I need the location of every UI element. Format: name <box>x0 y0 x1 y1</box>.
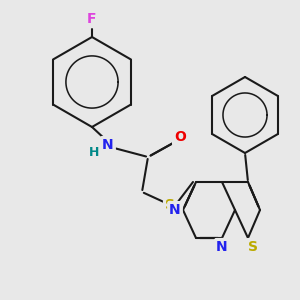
Text: F: F <box>87 12 97 26</box>
Text: N: N <box>216 240 228 254</box>
Text: S: S <box>165 198 175 212</box>
Text: N: N <box>102 138 114 152</box>
Text: S: S <box>248 240 258 254</box>
Text: H: H <box>89 146 99 160</box>
Text: N: N <box>169 203 181 217</box>
Text: O: O <box>174 130 186 144</box>
